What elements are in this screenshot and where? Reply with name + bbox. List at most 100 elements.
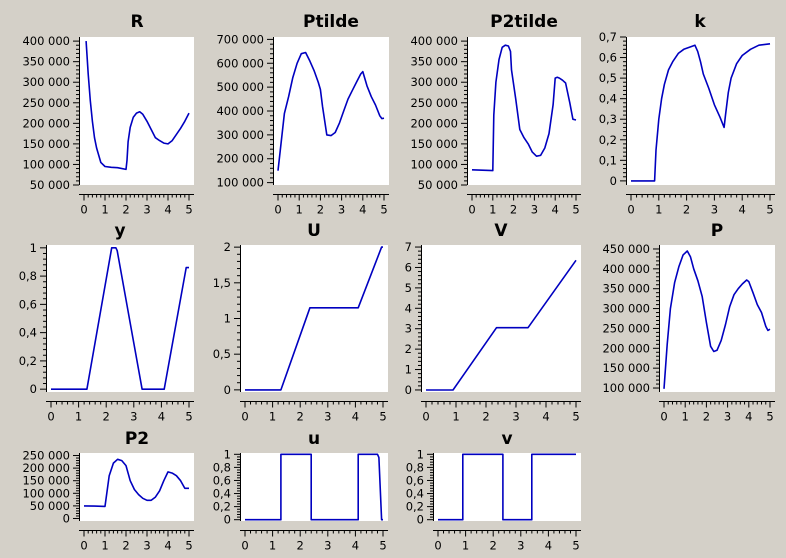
x-tick-label: 0 [434,539,441,553]
y-tick-label: 0,8 [406,460,424,474]
x-tick-label: 5 [380,203,387,217]
y-tick-label: 450 000 [602,242,650,256]
plot-area [79,37,194,185]
x-tick-label: 3 [512,410,519,424]
series-line [426,259,577,391]
y-tick-label: 300 000 [410,75,458,89]
y-tick-label: 150 000 [22,137,70,151]
y-tick-label: 0,4 [599,92,617,106]
x-tick-label: 0 [80,203,87,217]
y-tick-label: 0,6 [406,473,424,487]
y-tick-label: 0 [30,382,37,396]
y-tick-label: 150 000 [410,137,458,151]
x-tick-label: 3 [711,203,718,217]
x-tick-label: 5 [185,203,192,217]
x-tick-label: 2 [482,410,489,424]
y-tick-label: 1 [30,241,37,255]
x-tick-label: 3 [143,203,150,217]
series-line [245,246,383,391]
y-tick-label: 150 000 [22,474,70,488]
x-tick-label: 5 [572,410,579,424]
subplot-title: Ptilde [303,12,359,32]
series-line [663,250,771,389]
y-tick-label: 0 [405,383,412,397]
y-tick-label: 6 [405,260,412,274]
x-tick-label: 2 [490,539,497,553]
x-tick-label: 5 [766,410,773,424]
x-tick-label: 2 [297,539,304,553]
y-tick-label: 500 000 [216,80,264,94]
y-tick-label: 350 000 [410,55,458,69]
x-tick-label: 4 [359,203,366,217]
x-tick-label: 4 [542,410,549,424]
subplot-title: P2 [125,429,149,449]
x-tick-label: 2 [683,203,690,217]
y-tick-label: 100 000 [216,176,264,190]
y-tick-label: 0,6 [599,51,617,65]
x-tick-label: 3 [143,539,150,553]
x-tick-label: 2 [103,410,110,424]
y-tick-label: 200 000 [22,461,70,475]
subplot-r: R 50 000 100 000 150 000 200 000 250 000 300 0… [22,12,194,217]
x-tick-label: 3 [724,410,731,424]
y-tick-label: 50 000 [30,178,70,192]
x-tick-label: 0 [627,203,634,217]
x-tick-label: 0 [47,410,54,424]
y-tick-label: 100 000 [602,381,650,395]
y-tick-label: 0,6 [213,473,231,487]
subplot-title: k [694,12,706,32]
x-tick-label: 5 [185,539,192,553]
x-tick-label: 0 [241,539,248,553]
x-tick-label: 5 [572,539,579,553]
subplot-ptilde: Ptilde 100 000 200 000 300 000 400 000 500 00… [216,12,389,217]
x-tick-label: 4 [158,410,165,424]
y-tick-label: 600 000 [216,56,264,70]
x-tick-label: 0 [274,203,281,217]
y-tick-label: 200 000 [216,152,264,166]
x-tick-label: 2 [122,539,129,553]
y-tick-label: 200 000 [602,341,650,355]
y-tick-label: 250 000 [22,449,70,463]
y-tick-label: 0,4 [213,487,231,501]
x-tick-label: 5 [379,539,386,553]
x-tick-label: 0 [80,539,87,553]
y-tick-label: 350 000 [22,55,70,69]
y-tick-label: 0,4 [406,487,424,501]
x-tick-label: 4 [352,539,359,553]
x-tick-label: 3 [324,410,331,424]
series-line [277,51,385,171]
series-line [245,453,383,521]
x-tick-label: 1 [655,203,662,217]
y-tick-label: 1 [224,447,231,461]
y-tick-label: 2 [405,342,412,356]
x-tick-label: 1 [269,539,276,553]
x-tick-label: 0 [241,410,248,424]
x-tick-label: 4 [552,203,559,217]
y-tick-label: 0,8 [213,460,231,474]
x-tick-label: 2 [703,410,710,424]
y-tick-label: 50 000 [418,178,458,192]
plot-area [273,37,389,185]
x-tick-label: 0 [422,410,429,424]
x-tick-label: 0 [660,410,667,424]
x-tick-label: 3 [130,410,137,424]
y-tick-label: 250 000 [602,321,650,335]
subplot-k: k 0 0,1 0,2 0,3 0,4 0,5 0,6 0,7 0 1 2 3 4 5 [599,12,775,217]
y-tick-label: 5 [405,281,412,295]
y-tick-label: 0,5 [213,347,231,361]
series-line [471,44,577,172]
y-tick-label: 300 000 [216,128,264,142]
y-tick-label: 100 000 [22,486,70,500]
subplot-u: U 0 0,5 1 1,5 2 0 1 2 3 4 5 [213,221,388,424]
x-tick-label: 3 [517,539,524,553]
x-tick-label: 2 [317,203,324,217]
x-tick-label: 2 [510,203,517,217]
y-tick-label: 1 [224,312,231,326]
y-tick-label: 200 000 [22,116,70,130]
x-tick-label: 5 [379,410,386,424]
series-line [85,41,190,171]
x-tick-label: 1 [682,410,689,424]
subplot-title: V [494,221,508,241]
